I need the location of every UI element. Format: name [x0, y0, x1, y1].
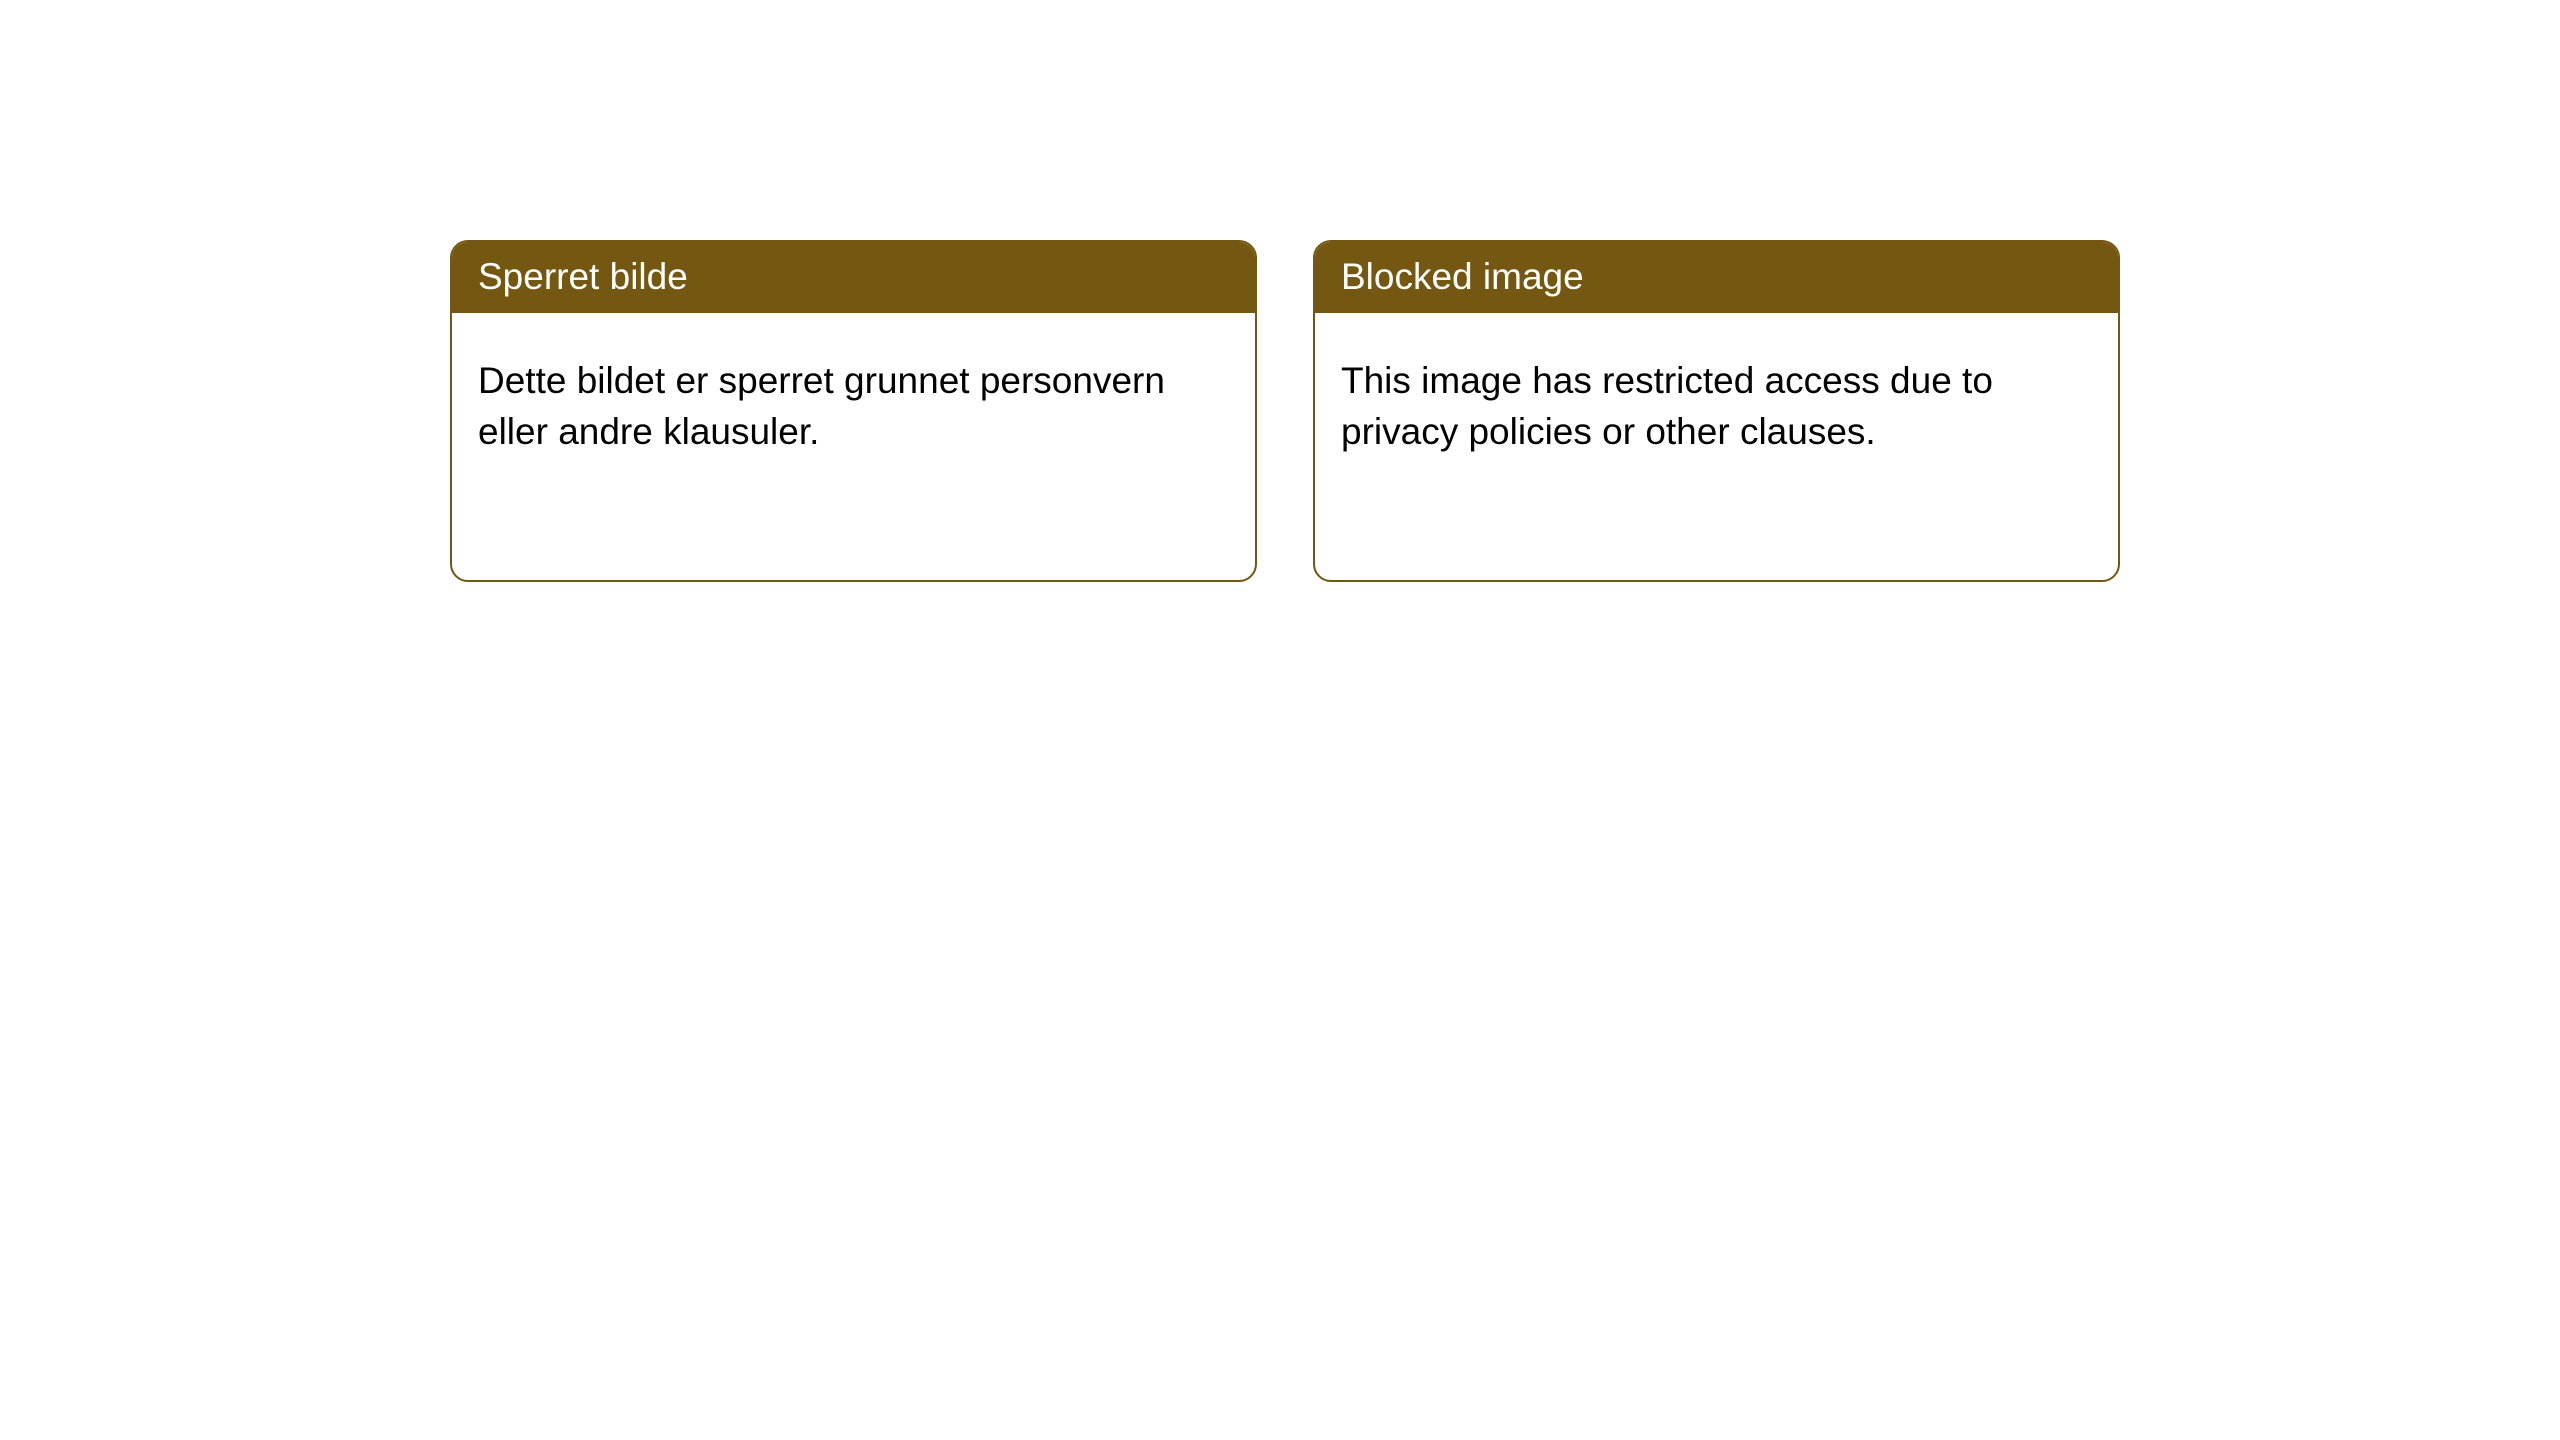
card-body-en: This image has restricted access due to …	[1315, 313, 2118, 485]
blocked-image-card-en: Blocked image This image has restricted …	[1313, 240, 2120, 582]
card-body-no: Dette bildet er sperret grunnet personve…	[452, 313, 1255, 485]
card-title-en: Blocked image	[1315, 242, 2118, 313]
card-title-no: Sperret bilde	[452, 242, 1255, 313]
notice-cards-container: Sperret bilde Dette bildet er sperret gr…	[0, 0, 2560, 582]
blocked-image-card-no: Sperret bilde Dette bildet er sperret gr…	[450, 240, 1257, 582]
